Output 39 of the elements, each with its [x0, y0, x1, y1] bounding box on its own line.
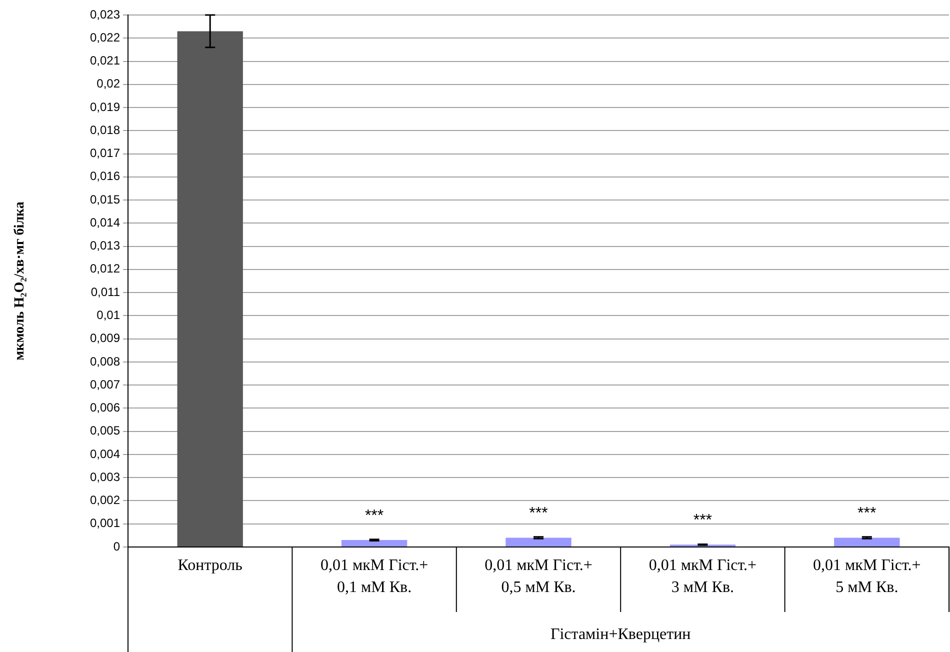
- y-tick-label: 0,017: [90, 146, 120, 160]
- y-tick-label: 0,004: [90, 446, 120, 461]
- y-tick-label: 0,002: [90, 493, 120, 508]
- annotation: ***: [364, 507, 384, 524]
- y-tick-label: 0,022: [90, 30, 120, 44]
- y-tick-label: 0,019: [90, 100, 120, 114]
- y-tick-label: 0,007: [90, 377, 120, 392]
- y-tick-label: 0,02: [96, 76, 120, 91]
- text: Гістамін+Кверцетин: [550, 626, 692, 644]
- y-axis-title: мкмоль H₂O₂/хв·мг білка: [12, 202, 28, 360]
- y-tick-label: 0,015: [90, 192, 120, 206]
- y-tick-label: 0,011: [90, 284, 120, 299]
- bar: [834, 538, 900, 546]
- y-tick-label: 0,014: [90, 215, 120, 230]
- bar: [177, 31, 243, 546]
- y-tick-label: 0,023: [90, 7, 120, 22]
- y-tick-label: 0,018: [90, 122, 120, 137]
- y-tick-label: 0,01: [96, 308, 120, 322]
- y-tick-label: 0,016: [90, 169, 120, 184]
- x-tick-label: 0,01 мкМ Гіст.+ 3 мМ Кв.: [648, 557, 757, 596]
- y-tick-label: 0,021: [90, 54, 120, 68]
- x-tick-label: 0,01 мкМ Гіст.+ 0,1 мМ Кв.: [320, 557, 428, 596]
- y-tick-label: 0,013: [90, 238, 120, 253]
- x-tick-label: 0,01 мкМ Гіст.+ 5 мМ Кв.: [813, 557, 921, 596]
- bar: [341, 540, 408, 546]
- y-tick-label: 0,003: [90, 470, 120, 484]
- y-tick-label: 0,012: [90, 262, 120, 276]
- x-tick-label: Контроль: [178, 557, 242, 574]
- annotation: ***: [529, 505, 548, 522]
- y-tick-label: 0,008: [90, 354, 120, 368]
- y-tick-label: 0,006: [90, 400, 120, 415]
- annotation: ***: [693, 512, 712, 530]
- y-tick-label: 0,009: [90, 331, 120, 346]
- x-tick-label: 0,01 мкМ Гіст.+ 0,5 мМ Кв.: [484, 557, 592, 596]
- y-tick-label: 0,005: [90, 424, 120, 438]
- y-tick-label: 0,001: [90, 516, 120, 530]
- annotation: ***: [858, 505, 876, 522]
- y-tick-label: 0: [113, 539, 120, 554]
- bar: [506, 538, 572, 546]
